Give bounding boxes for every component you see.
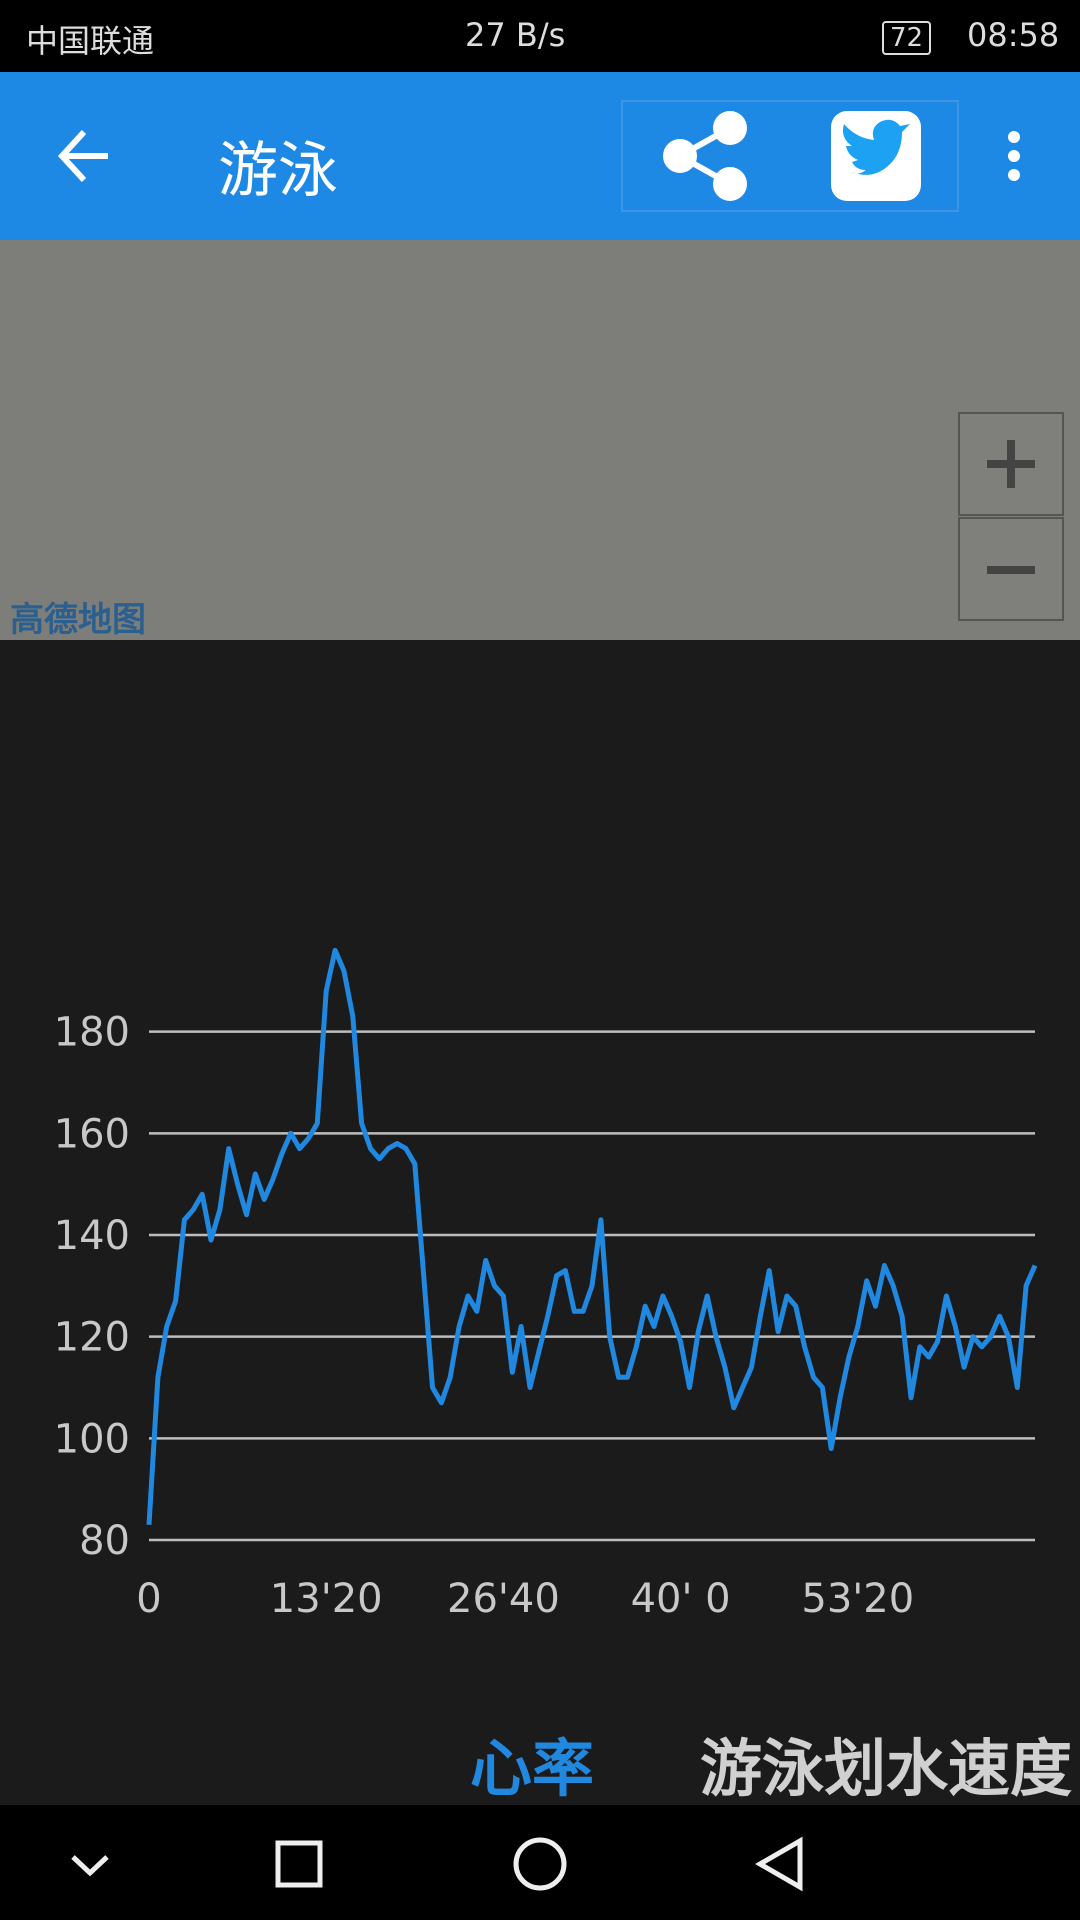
twitter-button[interactable] [831,111,921,201]
x-tick-label: 13'20 [270,1576,383,1622]
map: 高德地图 [0,240,1080,640]
line-series [146,947,1038,1525]
nav-icons [71,1836,803,1892]
map-attribution: 高德地图 [10,600,146,640]
status-bar: 中国联通 27 B/s 72 08:58 [0,0,1080,72]
y-tick-label: 140 [54,1213,130,1259]
nav-home[interactable] [513,1837,567,1891]
nav-back[interactable] [754,1836,803,1892]
back-button[interactable] [57,129,108,183]
x-tick-label: 26'40 [447,1576,560,1622]
share-button[interactable] [663,111,747,201]
tab-heart-rate[interactable]: 心率 [470,1732,595,1805]
map-controls [958,412,1064,621]
app-bar-icons [57,100,1020,212]
menu-button[interactable] [1008,131,1020,181]
nav-recent[interactable] [275,1840,323,1888]
zoom-out[interactable] [958,517,1064,621]
y-tick-label: 160 [54,1111,130,1157]
net-speed: 27 B/s [465,16,566,54]
y-tick-label: 100 [54,1416,130,1462]
y-tick-label: 80 [79,1518,130,1564]
nav-bar [0,1805,1080,1920]
carrier: 中国联通 [26,22,155,60]
tab-stroke-speed[interactable]: 游泳划水速度 [700,1732,1073,1805]
zoom-in[interactable] [958,412,1064,516]
battery: 72 [882,21,932,55]
chart-area [0,640,1080,1806]
y-tick-label: 120 [54,1315,130,1361]
x-tick-label: 0 [136,1576,161,1622]
y-tick-label: 180 [54,1010,130,1056]
app-bar: 游泳 [0,72,1080,240]
title: 游泳 [218,136,338,206]
x-tick-label: 40' 0 [631,1576,731,1622]
x-tick-label: 53'20 [801,1576,914,1622]
clock: 08:58 [967,16,1060,54]
share-box [621,100,959,212]
nav-down[interactable] [71,1855,109,1877]
